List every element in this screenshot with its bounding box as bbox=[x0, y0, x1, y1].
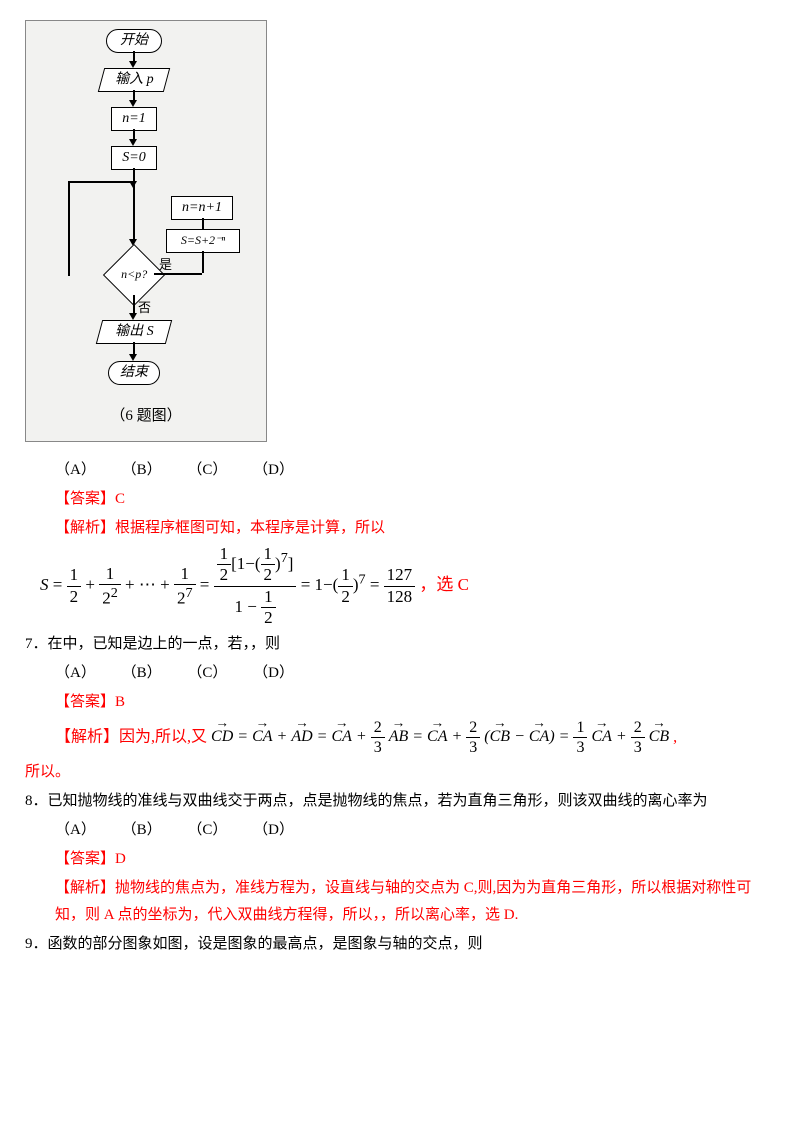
q8-stem: 8．已知抛物线的准线与双曲线交于两点，点是抛物线的焦点，若为直角三角形，则该双曲… bbox=[25, 788, 775, 815]
q7-opt-c: （C） bbox=[187, 665, 227, 681]
fc-s-init: S=0 bbox=[111, 146, 157, 170]
q7-options: （A） （B） （C） （D） bbox=[25, 660, 775, 687]
fc-start: 开始 bbox=[106, 29, 162, 53]
q6-opt-a: （A） bbox=[55, 462, 96, 478]
fc-n-init: n=1 bbox=[111, 107, 157, 131]
q8-options: （A） （B） （C） （D） bbox=[25, 817, 775, 844]
fc-caption: （6 题图） bbox=[26, 398, 266, 435]
q6-answer: 【答案】C bbox=[25, 486, 775, 513]
fc-no-label: 否 bbox=[138, 296, 151, 319]
q7-opt-a: （A） bbox=[55, 665, 96, 681]
fc-output: 输出 S bbox=[96, 320, 172, 344]
flowchart-figure: 开始 输入 p n=1 S=0 n=n+1 S=S+2⁻ⁿ n<p? 是 否 bbox=[25, 20, 280, 442]
q8-opt-b: （B） bbox=[122, 822, 162, 838]
flowchart-canvas: 开始 输入 p n=1 S=0 n=n+1 S=S+2⁻ⁿ n<p? 是 否 bbox=[25, 20, 267, 442]
fc-input: 输入 p bbox=[98, 68, 170, 92]
q8-opt-c: （C） bbox=[187, 822, 227, 838]
q7-opt-d: （D） bbox=[253, 665, 294, 681]
q6-opt-b: （B） bbox=[122, 462, 162, 478]
q7-analysis: 【解析】因为,所以,又 CD = CA + AD = CA + 23 AB = … bbox=[25, 718, 775, 757]
q7-tail: 所以。 bbox=[25, 759, 775, 786]
fc-end: 结束 bbox=[108, 361, 160, 385]
q7-stem: 7．在中，已知是边上的一点，若，，则 bbox=[25, 631, 775, 658]
q6-formula: S = 12 + 122 + ⋯ + 127 = 12[1−(12)7] 1 −… bbox=[25, 544, 775, 629]
q8-opt-d: （D） bbox=[253, 822, 294, 838]
fc-yes-label: 是 bbox=[159, 253, 172, 276]
q8-answer: 【答案】D bbox=[25, 846, 775, 873]
q8-opt-a: （A） bbox=[55, 822, 96, 838]
q6-opt-c: （C） bbox=[187, 462, 227, 478]
q7-opt-b: （B） bbox=[122, 665, 162, 681]
q9-stem: 9．函数的部分图象如图，设是图象的最高点，是图象与轴的交点，则 bbox=[25, 931, 775, 958]
fc-n-inc: n=n+1 bbox=[171, 196, 233, 220]
q6-opt-d: （D） bbox=[253, 462, 294, 478]
q8-analysis: 【解析】抛物线的焦点为，准线方程为，设直线与轴的交点为 C,则,因为为直角三角形… bbox=[25, 875, 775, 929]
fc-s-update: S=S+2⁻ⁿ bbox=[166, 229, 240, 253]
q6-options: （A） （B） （C） （D） bbox=[25, 457, 775, 484]
q6-analysis-head: 【解析】根据程序框图可知，本程序是计算，所以 bbox=[25, 515, 775, 542]
